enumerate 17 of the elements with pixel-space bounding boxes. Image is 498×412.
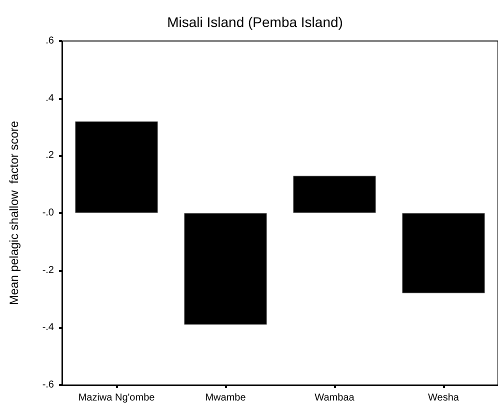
y-tick-label: -.0 [42, 208, 54, 218]
y-axis-title: Mean pelagic shallow factor score [7, 120, 21, 306]
x-tick-label: Wambaa [314, 392, 355, 404]
y-tick-label: -.2 [42, 264, 54, 276]
bar [184, 213, 267, 325]
y-tick-label: .4 [46, 92, 54, 104]
bar [75, 121, 158, 213]
x-tick-label: Maziwa Ng'ombe [78, 392, 156, 404]
y-tick-label: -.6 [42, 380, 54, 390]
x-tick-label: Wesha [428, 392, 460, 404]
bar [402, 213, 485, 294]
chart-title: Misali Island (Pemba Island) [167, 14, 343, 30]
y-tick-label: -.4 [42, 322, 54, 334]
y-tick-label: .6 [46, 36, 54, 46]
x-tick-label: Mwambe [205, 392, 246, 404]
bar [293, 176, 376, 213]
y-tick-label: .2 [46, 150, 54, 162]
